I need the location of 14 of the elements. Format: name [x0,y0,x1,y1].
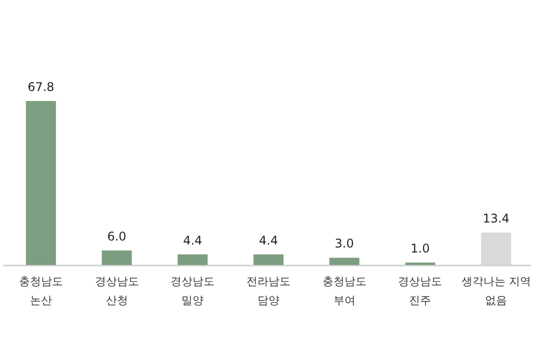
data-label: 4.4 [183,233,202,248]
x-tick-label: 경상남도 산청 [94,275,139,307]
x-tick-label: 충청남도 부여 [322,275,366,307]
x-tick-label: 생각나는 지역 없음 [461,275,531,307]
x-tick-label: 전라남도 담양 [246,275,290,307]
data-label: 1.0 [410,242,430,256]
data-label: 4.4 [258,233,278,248]
data-label: 6.0 [107,229,126,244]
data-label: 67.8 [28,80,54,94]
data-label: 13.4 [482,212,510,226]
data-label: 3.0 [334,236,354,251]
x-tick-label: 충청남도 논산 [18,275,63,307]
x-tick-label: 경상남도 밀양 [170,275,215,307]
x-tick-label: 경상남도 진주 [398,275,442,307]
